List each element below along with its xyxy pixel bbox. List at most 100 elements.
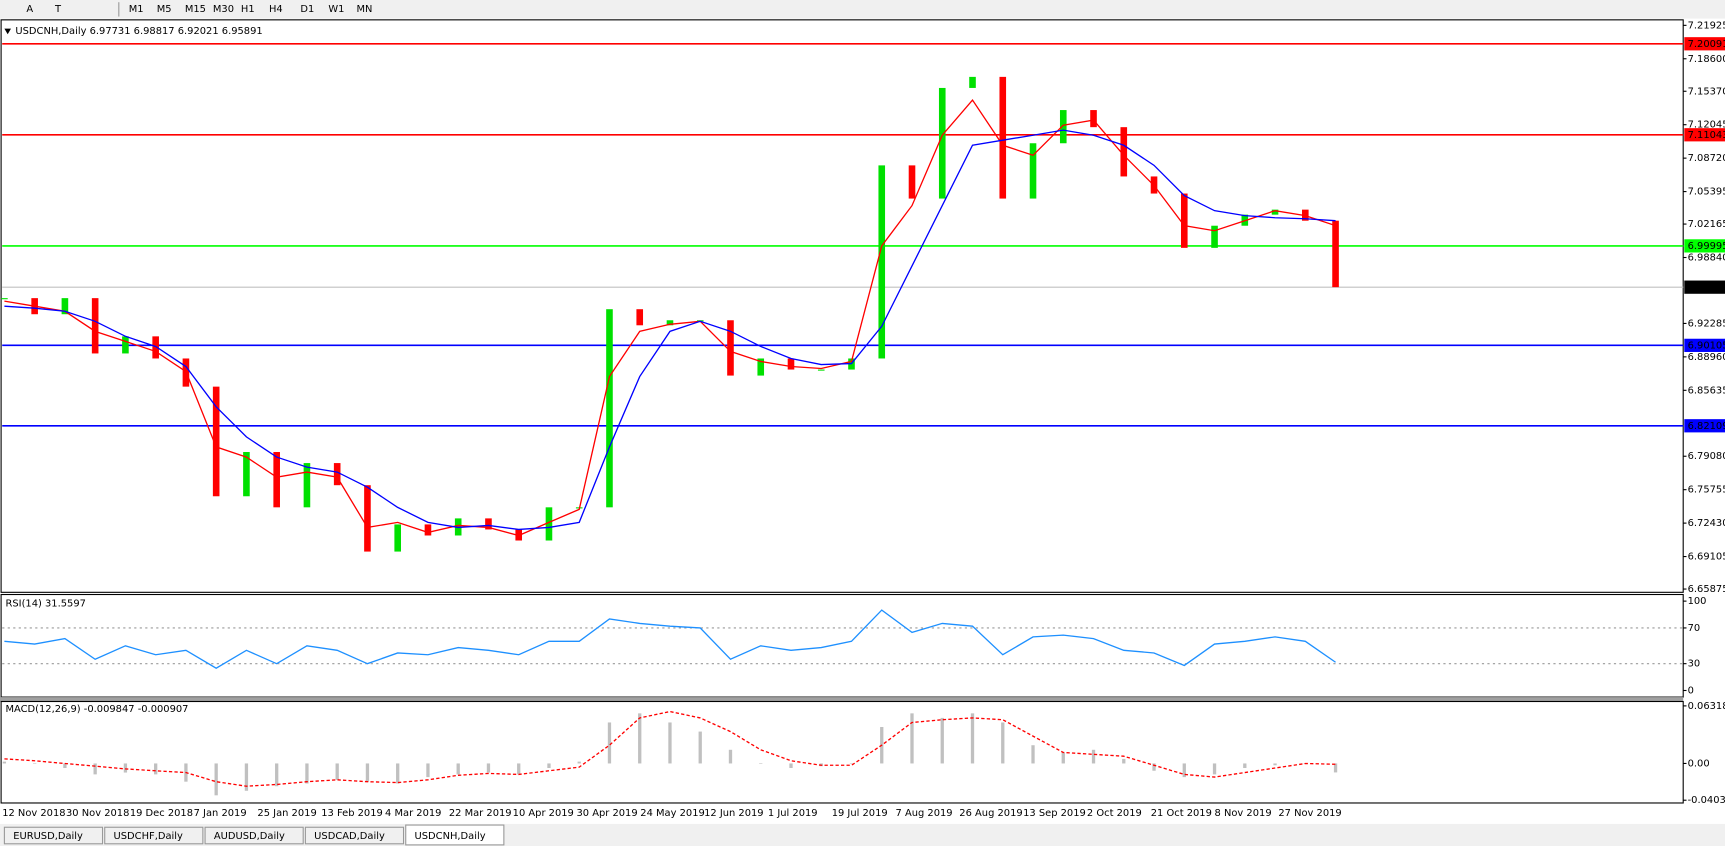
macd-bar	[1031, 745, 1035, 764]
level-label-box	[1684, 338, 1725, 352]
last-price-label: 6.95891	[1688, 282, 1725, 293]
candle	[817, 369, 825, 371]
macd-bar	[1152, 763, 1156, 771]
x-tick-label: 2 Oct 2019	[1087, 808, 1142, 819]
chart-title: USDCNH,Daily 6.97731 6.98817 6.92021 6.9…	[15, 26, 262, 37]
macd-bar	[456, 763, 460, 775]
period-button[interactable]: H4	[269, 4, 283, 15]
candle	[1180, 193, 1188, 248]
macd-bar	[154, 763, 158, 775]
candle	[1211, 225, 1218, 248]
macd-bar	[1122, 758, 1126, 764]
y-tick-label: 0.00	[1688, 758, 1710, 769]
y-tick-label: 6.65875	[1688, 584, 1725, 595]
macd-title: MACD(12,26,9) -0.009847 -0.000907	[6, 704, 189, 715]
macd-bar	[1212, 763, 1217, 775]
macd-bar	[63, 763, 67, 769]
period-button[interactable]: M1	[129, 4, 144, 15]
candle	[424, 524, 432, 536]
candle	[938, 87, 946, 199]
menu-arrow[interactable]	[4, 28, 12, 35]
candle	[1090, 110, 1097, 128]
macd-bar	[668, 722, 672, 764]
candle	[878, 165, 886, 359]
level-label-box	[1684, 128, 1725, 142]
macd-bar	[970, 713, 975, 764]
y-tick-label: 7.18600	[1688, 54, 1725, 65]
tool-button[interactable]: T	[54, 4, 62, 15]
macd-bar	[638, 713, 642, 764]
y-tick-label: 0	[1688, 685, 1694, 696]
tool-button[interactable]: A	[26, 4, 33, 15]
x-tick-label: 1 Jul 2019	[768, 808, 818, 819]
macd-bar	[123, 763, 128, 773]
tab[interactable]	[204, 826, 304, 845]
macd-bar	[1243, 763, 1247, 769]
macd-bar	[577, 761, 581, 764]
macd-bar	[335, 763, 339, 780]
candle	[122, 336, 129, 354]
y-tick-label: 6.72430	[1688, 518, 1725, 529]
macd-bar	[849, 763, 854, 765]
y-tick-label: 7.12045	[1688, 120, 1725, 131]
macd-bar	[426, 763, 430, 778]
tab-label[interactable]: AUDUSD,Daily	[214, 831, 285, 842]
macd-bar	[547, 763, 551, 769]
x-tick-label: 21 Oct 2019	[1151, 808, 1212, 819]
macd-bar	[1182, 763, 1186, 778]
y-tick-label: 100	[1688, 596, 1707, 607]
y-tick-label: 6.75755	[1688, 485, 1725, 496]
macd-bar	[728, 749, 733, 764]
tab[interactable]	[304, 826, 405, 845]
candle	[1332, 220, 1339, 288]
macd-bar	[910, 713, 914, 764]
tab-label[interactable]: USDCNH,Daily	[415, 831, 486, 842]
candle	[364, 485, 371, 552]
candle	[152, 336, 159, 359]
candle	[727, 320, 734, 376]
x-tick-label: 10 Apr 2019	[513, 808, 574, 819]
rsi-line	[4, 609, 1336, 669]
period-button[interactable]: W1	[328, 4, 344, 15]
macd-bar	[1273, 763, 1277, 766]
candle	[636, 309, 644, 326]
period-button[interactable]: M30	[213, 4, 234, 15]
period-button[interactable]: D1	[300, 4, 314, 15]
y-tick-label: 0.063184	[1688, 701, 1725, 712]
level-label: 7.11043	[1688, 130, 1725, 141]
candle	[303, 463, 311, 508]
period-button[interactable]: M15	[185, 4, 206, 15]
y-tick-label: -0.040355	[1688, 795, 1725, 806]
x-tick-label: 12 Nov 2018	[2, 808, 65, 819]
x-tick-label: 4 Mar 2019	[385, 808, 441, 819]
candle	[333, 463, 341, 486]
price-panel	[0, 19, 1684, 593]
x-tick-label: 25 Jan 2019	[257, 808, 316, 819]
tab-label[interactable]: USDCAD,Daily	[314, 831, 385, 842]
period-button[interactable]: M5	[157, 4, 172, 15]
macd-bar	[1333, 763, 1338, 773]
macd-bar	[1001, 722, 1005, 764]
tab-label[interactable]: USDCHF,Daily	[114, 831, 183, 842]
x-tick-label: 30 Apr 2019	[576, 808, 637, 819]
level-label: 7.20091	[1688, 39, 1725, 50]
tab[interactable]	[104, 826, 204, 845]
candle	[787, 358, 795, 370]
x-tick-label: 13 Sep 2019	[1023, 808, 1086, 819]
tab-label[interactable]: EURUSD,Daily	[13, 831, 83, 842]
macd-bar	[365, 763, 370, 782]
macd-panel	[0, 700, 1684, 804]
x-tick-label: 19 Dec 2018	[130, 808, 193, 819]
candle	[545, 507, 553, 541]
macd-bar	[1091, 749, 1096, 764]
period-button[interactable]: MN	[356, 4, 372, 15]
y-tick-label: 6.88960	[1688, 352, 1725, 363]
tab[interactable]	[405, 824, 505, 846]
tab[interactable]	[3, 826, 104, 845]
candle	[606, 309, 613, 508]
level-label-box	[1684, 239, 1725, 253]
macd-bar	[275, 763, 279, 787]
y-tick-label: 7.05395	[1688, 187, 1725, 198]
period-button[interactable]: H1	[241, 4, 255, 15]
candle	[969, 76, 976, 88]
